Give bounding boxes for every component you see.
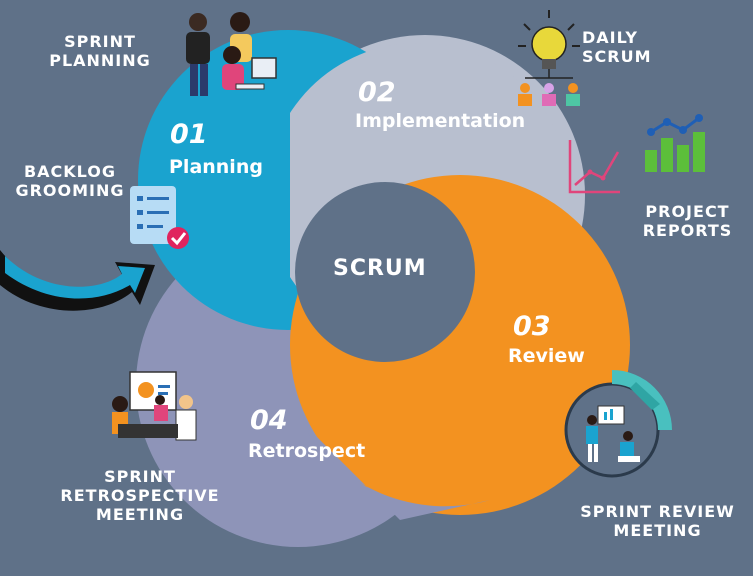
daily-scrum-label: DAILY SCRUM [582,28,652,66]
backlog-grooming-label: BACKLOG GROOMING [15,162,125,200]
sprint-retrospective-meeting-label: SPRINT RETROSPECTIVE MEETING [60,467,220,524]
review-meeting-icon [564,370,672,478]
sprint-planning-label: SPRINT PLANNING [49,32,151,70]
line-chart-icon [568,140,620,194]
bar-chart-icon [645,114,705,172]
lightbulb-team-icon [518,10,580,106]
stage-04-number: 04 [250,405,288,436]
stage-04-name: Retrospect [248,440,366,462]
stage-02-number: 02 [358,77,396,108]
presentation-meeting-icon [112,371,197,441]
stage-03-number: 03 [513,311,551,342]
stage-02-name: Implementation [355,110,526,132]
center-label: SCRUM [333,256,427,281]
stage-03-name: Review [508,345,585,367]
center-hub [295,182,475,362]
arrow-icon [0,250,155,311]
sprint-review-meeting-label: SPRINT REVIEW MEETING [580,502,735,540]
project-reports-label: PROJECT REPORTS [642,202,733,240]
team-people-icon [186,12,277,96]
checklist-icon [130,186,189,249]
stage-01-number: 01 [170,119,208,150]
stage-01-name: Planning [169,156,263,178]
